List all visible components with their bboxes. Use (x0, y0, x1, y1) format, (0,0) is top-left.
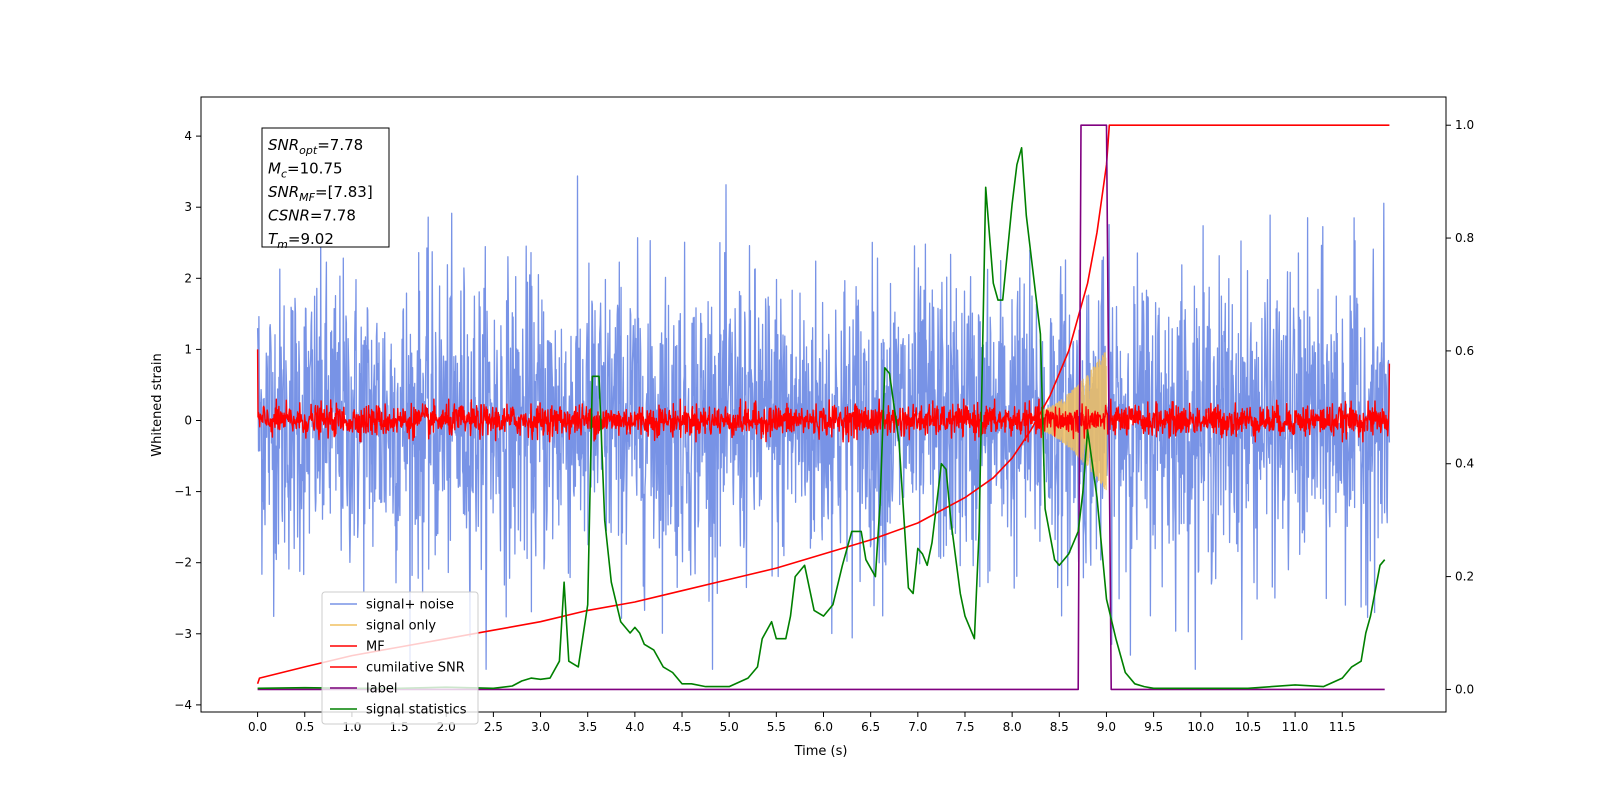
y2-tick-label: 0.0 (1455, 682, 1474, 696)
x-tick-label: 7.0 (908, 720, 927, 734)
x-tick-label: 7.5 (955, 720, 974, 734)
y-tick-label: 3 (184, 200, 192, 214)
y-tick-label: −4 (174, 698, 192, 712)
x-tick-label: 11.0 (1282, 720, 1309, 734)
y2-tick-label: 0.8 (1455, 231, 1474, 245)
y-tick-label: 4 (184, 129, 192, 143)
y-tick-label: 2 (184, 271, 192, 285)
y-axis-label: Whitened strain (150, 353, 165, 456)
x-tick-label: 10.0 (1187, 720, 1214, 734)
x-tick-label: 0.5 (295, 720, 314, 734)
y-axis-right: 1.0 0.8 0.6 0.4 0.2 0.0 (1446, 118, 1474, 696)
x-tick-label: 11.5 (1329, 720, 1356, 734)
y-tick-label: −3 (174, 627, 192, 641)
legend-label-cumilative-snr: cumilative SNR (366, 661, 465, 676)
info-line: CSNR=7.78 (268, 207, 356, 225)
x-tick-label: 8.0 (1003, 720, 1022, 734)
info-line: Mc=10.75 (268, 160, 343, 181)
x-axis-label: Time (s) (794, 744, 848, 759)
x-tick-label: 9.0 (1097, 720, 1116, 734)
x-tick-label: 5.5 (767, 720, 786, 734)
series-signal-statistics-line (257, 147, 1386, 690)
y2-tick-label: 0.6 (1455, 344, 1474, 358)
x-tick-label: 6.0 (814, 720, 833, 734)
x-tick-label: 3.5 (578, 720, 597, 734)
x-tick-label: 10.5 (1235, 720, 1262, 734)
x-tick-label: 6.5 (861, 720, 880, 734)
legend-label-mf: MF (366, 640, 385, 655)
y2-tick-label: 0.4 (1455, 457, 1474, 471)
info-line: SNRopt=7.78 (268, 136, 363, 157)
x-tick-label: 2.5 (484, 720, 503, 734)
x-tick-label: 4.5 (672, 720, 691, 734)
y-tick-label: 0 (184, 413, 192, 427)
info-line: SNRMF=[7.83] (268, 183, 373, 204)
x-tick-label: 5.0 (720, 720, 739, 734)
x-tick-label: 9.5 (1144, 720, 1163, 734)
series-signal-noise-line (256, 175, 1391, 670)
info-line: Tm=9.02 (268, 230, 334, 251)
x-tick-label: 4.0 (625, 720, 644, 734)
x-tick-label: 0.0 (248, 720, 267, 734)
y-axis-left: 4 3 2 1 0 −1 −2 −3 −4 (174, 129, 201, 712)
legend-frame (321, 591, 479, 725)
legend-label-signal-statistics: signal statistics (366, 703, 467, 718)
y2-tick-label: 0.2 (1455, 570, 1474, 584)
y-tick-label: 1 (184, 342, 192, 356)
series-mf-line (256, 349, 1391, 443)
y-tick-label: −2 (174, 556, 192, 570)
legend-label-label: label (366, 682, 397, 697)
legend-label-signal-only: signal only (366, 619, 436, 634)
x-tick-label: 3.0 (531, 720, 550, 734)
x-tick-label: 8.5 (1050, 720, 1069, 734)
series-label-line (257, 124, 1385, 691)
legend: signal+ noise signal only MF cumilative SNR… (321, 591, 479, 725)
legend-label-signal-noise: signal+ noise (366, 598, 454, 613)
y2-tick-label: 1.0 (1455, 118, 1474, 132)
y-tick-label: −1 (174, 485, 192, 499)
info-box-frame (261, 127, 390, 248)
